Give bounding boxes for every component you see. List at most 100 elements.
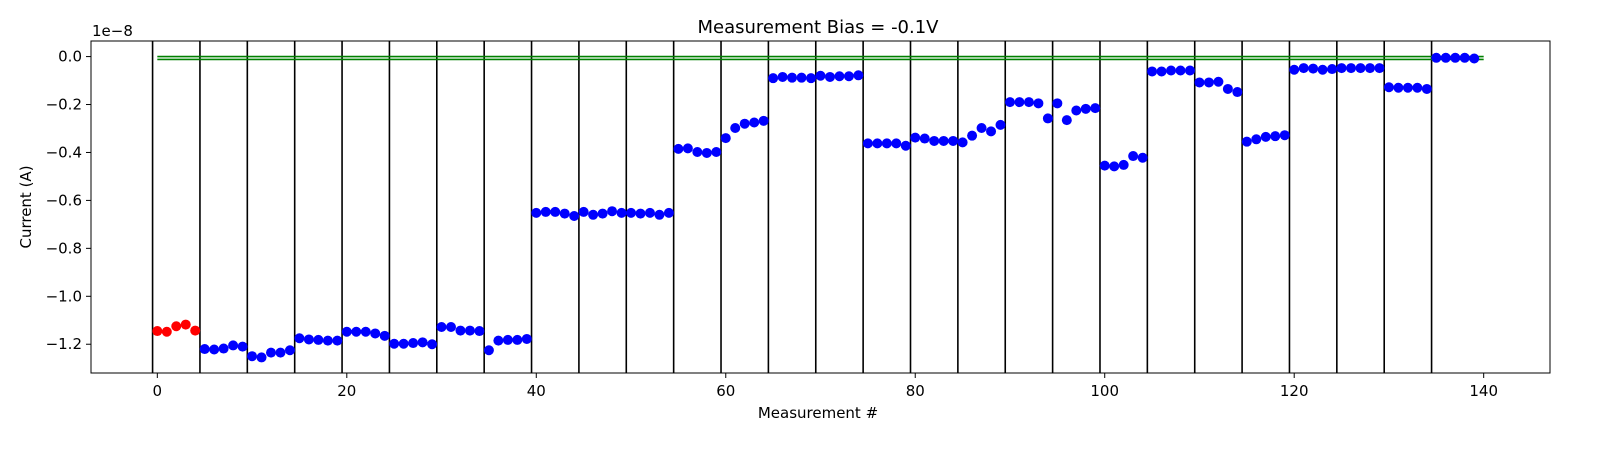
y-tick-label: −0.8 [46, 239, 82, 257]
data-point [891, 138, 902, 149]
data-point [284, 345, 295, 356]
data-point [862, 138, 873, 149]
x-tick-label: 140 [1469, 382, 1498, 400]
data-point [1033, 98, 1044, 109]
data-point [370, 328, 381, 339]
data-point [483, 345, 494, 356]
data-point [1175, 65, 1186, 76]
data-point [673, 143, 684, 154]
data-point [843, 71, 854, 82]
data-point [550, 206, 561, 217]
data-point [360, 326, 371, 337]
data-point [1090, 103, 1101, 114]
data-point [1042, 113, 1053, 124]
x-tick-label: 20 [337, 382, 356, 400]
data-point [986, 126, 997, 137]
data-point [597, 208, 608, 219]
data-point [275, 347, 286, 358]
data-point [332, 335, 343, 346]
data-point [237, 341, 248, 352]
data-point [910, 132, 921, 143]
data-point [190, 325, 201, 336]
data-point [948, 135, 959, 146]
data-point [1014, 97, 1025, 108]
data-point [578, 206, 589, 217]
data-point [929, 135, 940, 146]
data-point [1383, 82, 1394, 93]
data-point [938, 135, 949, 146]
data-point [531, 207, 542, 218]
data-point [209, 344, 220, 355]
data-point [247, 351, 258, 362]
data-point [379, 330, 390, 341]
data-point [711, 146, 722, 157]
data-point [1156, 66, 1167, 77]
data-point [1402, 82, 1413, 93]
data-point [322, 335, 333, 346]
data-point [1469, 53, 1480, 64]
x-tick-label: 60 [716, 382, 735, 400]
data-point [806, 73, 817, 84]
data-point [1194, 77, 1205, 88]
data-point [626, 207, 637, 218]
data-point [995, 119, 1006, 130]
data-point [1298, 63, 1309, 74]
data-point [815, 70, 826, 81]
data-point [607, 206, 618, 217]
data-point [1203, 77, 1214, 88]
data-point [493, 335, 504, 346]
data-point [313, 334, 324, 345]
data-point [1251, 134, 1262, 145]
data-point [1222, 83, 1233, 94]
data-point [1393, 82, 1404, 93]
data-point [417, 337, 428, 348]
data-point [1279, 130, 1290, 141]
data-point [351, 326, 362, 337]
data-point [180, 319, 191, 330]
data-point [1052, 98, 1063, 109]
data-point [644, 207, 655, 218]
data-point [730, 123, 741, 134]
data-point [1431, 52, 1442, 63]
data-point [1232, 87, 1243, 98]
data-point [398, 338, 409, 349]
data-point [1450, 52, 1461, 63]
data-point [408, 338, 419, 349]
data-point [1412, 82, 1423, 93]
y-tick-label: −0.4 [46, 143, 82, 161]
data-point [616, 207, 627, 218]
data-point [1260, 131, 1271, 142]
data-point [1459, 52, 1470, 63]
data-point [521, 333, 532, 344]
data-point [1099, 160, 1110, 171]
y-axis-label: Current (A) [17, 165, 35, 248]
x-tick-label: 80 [906, 382, 925, 400]
data-point [1166, 65, 1177, 76]
data-point [1023, 97, 1034, 108]
data-point [967, 130, 978, 141]
data-point [1071, 105, 1082, 116]
x-tick-label: 120 [1280, 382, 1309, 400]
data-point [1137, 152, 1148, 163]
data-point [389, 338, 400, 349]
data-point [474, 326, 485, 337]
data-point [768, 73, 779, 84]
data-point [303, 334, 314, 345]
data-point [1109, 161, 1120, 172]
data-point [919, 133, 930, 144]
data-point [682, 143, 693, 154]
data-point [161, 326, 172, 337]
data-point [739, 118, 750, 129]
data-point [512, 334, 523, 345]
data-point [502, 334, 513, 345]
data-point [1270, 131, 1281, 142]
x-axis-label: Measurement # [758, 404, 878, 422]
data-point [654, 209, 665, 220]
data-point [171, 321, 182, 332]
data-point [663, 207, 674, 218]
data-point [1336, 63, 1347, 74]
data-point [796, 72, 807, 83]
y-offset-label: 1e−8 [92, 22, 133, 40]
data-point [1355, 63, 1366, 74]
